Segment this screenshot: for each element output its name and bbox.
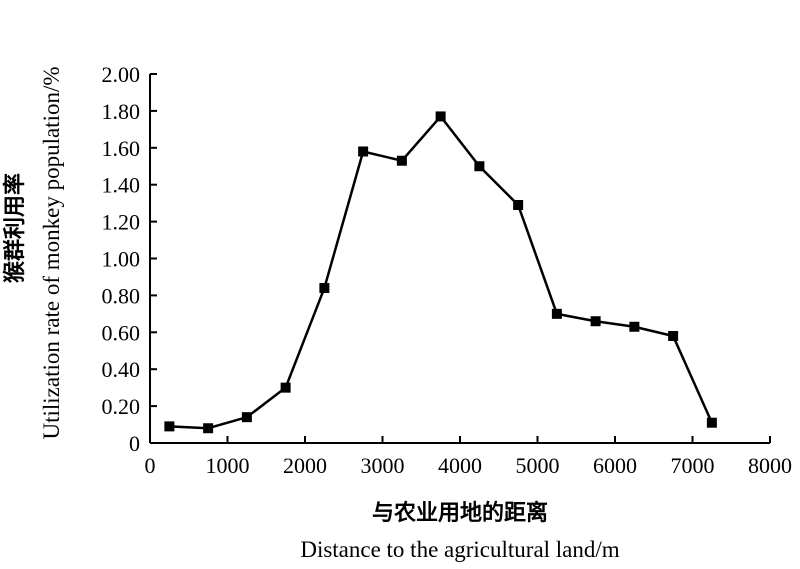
y-tick-label: 1.20: [102, 210, 141, 235]
y-tick-label: 1.00: [102, 247, 141, 272]
data-point-marker: [513, 199, 524, 210]
y-axis-title-en: Utilization rate of monkey population/%: [39, 66, 64, 439]
data-series: [164, 111, 717, 434]
data-point-marker: [396, 155, 407, 166]
y-tick-label: 1.60: [102, 136, 141, 161]
y-tick-label: 0.80: [102, 283, 141, 308]
x-axis-title-en: Distance to the agricultural land/m: [300, 537, 619, 562]
x-tick-label: 3000: [361, 453, 405, 478]
data-point-marker: [358, 146, 369, 157]
y-tick-label: 0: [129, 431, 140, 456]
data-point-marker: [474, 161, 485, 172]
y-tick-label: 0.60: [102, 320, 141, 345]
x-axis-title-cn: 与农业用地的距离: [372, 500, 548, 526]
y-tick-label: 1.40: [102, 173, 141, 198]
data-point-marker: [629, 321, 640, 332]
x-tick-label: 2000: [283, 453, 327, 478]
x-tick-label: 8000: [748, 453, 792, 478]
data-point-marker: [241, 412, 252, 423]
data-point-marker: [590, 316, 601, 327]
y-tick-label: 1.80: [102, 99, 141, 124]
y-tick-label: 0.20: [102, 394, 141, 419]
x-tick-label: 4000: [438, 453, 482, 478]
series-line: [169, 114, 714, 430]
x-tick-label: 5000: [516, 453, 560, 478]
y-tick-label: 0.40: [102, 357, 141, 382]
data-point-marker: [435, 111, 446, 122]
x-tick-label: 0: [145, 453, 156, 478]
data-point-marker: [551, 308, 562, 319]
data-point-marker: [668, 330, 679, 341]
data-point-marker: [164, 421, 175, 432]
data-point-marker: [706, 417, 717, 428]
y-axis-title-cn: 猴群利用率: [2, 173, 28, 283]
x-axis-ticks: 0 1000 2000 3000 4000 5000 6000 7000 8000: [145, 436, 792, 478]
data-point-marker: [280, 382, 291, 393]
y-axis-ticks: 0 0.20 0.40 0.60 0.80 1.00 1.20 1.40 1.60 1.80 2.0…: [102, 62, 157, 456]
x-tick-label: 1000: [206, 453, 250, 478]
x-tick-label: 6000: [593, 453, 637, 478]
y-tick-label: 2.00: [102, 62, 141, 87]
data-point-marker: [319, 283, 330, 294]
axes: [149, 74, 770, 444]
x-tick-label: 7000: [671, 453, 715, 478]
data-point-marker: [203, 423, 214, 434]
